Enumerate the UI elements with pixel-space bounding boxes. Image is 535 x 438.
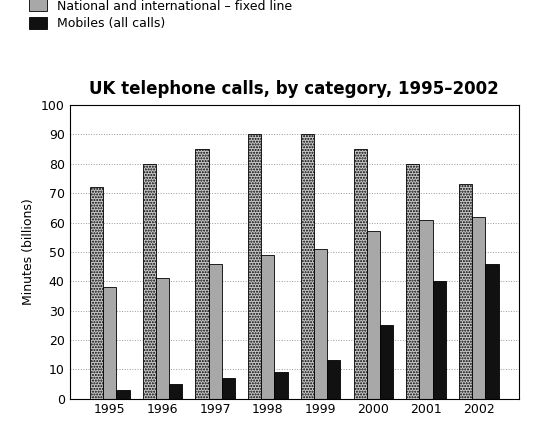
Bar bbox=[261, 255, 274, 399]
Bar bbox=[90, 187, 103, 399]
Bar bbox=[301, 134, 314, 399]
Bar bbox=[274, 372, 288, 399]
Bar bbox=[103, 287, 116, 399]
Bar bbox=[143, 164, 156, 399]
Bar bbox=[380, 325, 393, 399]
Bar bbox=[156, 278, 169, 399]
Bar bbox=[472, 217, 485, 399]
Bar bbox=[433, 281, 446, 399]
Bar bbox=[327, 360, 340, 399]
Bar bbox=[406, 164, 419, 399]
Bar bbox=[209, 264, 222, 399]
Y-axis label: Minutes (billions): Minutes (billions) bbox=[22, 198, 35, 305]
Title: UK telephone calls, by category, 1995–2002: UK telephone calls, by category, 1995–20… bbox=[89, 80, 499, 98]
Bar bbox=[222, 378, 235, 399]
Bar bbox=[195, 149, 209, 399]
Bar bbox=[169, 384, 182, 399]
Bar bbox=[116, 390, 129, 399]
Bar bbox=[314, 249, 327, 399]
Bar bbox=[419, 219, 433, 399]
Bar bbox=[354, 149, 366, 399]
Bar bbox=[485, 264, 499, 399]
Legend: Local – fixed line, National and international – fixed line, Mobiles (all calls): Local – fixed line, National and interna… bbox=[29, 0, 292, 30]
Bar bbox=[459, 184, 472, 399]
Bar bbox=[248, 134, 261, 399]
Bar bbox=[366, 231, 380, 399]
